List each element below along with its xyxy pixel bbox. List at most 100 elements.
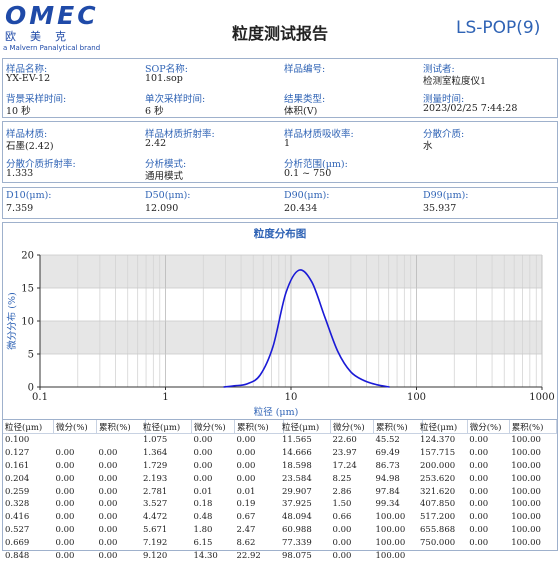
table-cell: 86.73 [375, 460, 400, 471]
table-cell: 0.669 [5, 537, 30, 548]
column-header: 累积(%) [509, 420, 558, 434]
table-cell: 69.49 [375, 448, 400, 459]
sample-name-value: YX-EV-12 [6, 73, 51, 84]
absorption-label: 样品材质吸收率: [284, 129, 354, 140]
table-cell: 0.00 [236, 435, 256, 446]
particle-size-chart: 0 5 10 15 20 0.1 1 10 100 1000 粒径 (μm) 微分分布 (%) [6, 251, 555, 419]
table-cell: 2.193 [143, 473, 168, 484]
dispersant-ri-value: 1.333 [6, 168, 34, 179]
table-row: 1.075 0.00 0.00 [141, 434, 284, 447]
table-row: 0.416 0.00 0.00 [3, 511, 146, 524]
table-cell [54, 434, 97, 447]
table-cell: 11.565 [282, 435, 312, 446]
table-cell: 100.00 [511, 499, 541, 510]
table-cell: 5.671 [143, 524, 168, 535]
table-cell: 0.00 [193, 448, 213, 459]
analysis-mode-label: 分析模式: [145, 159, 187, 170]
table-row: 9.120 14.30 22.92 [141, 549, 284, 562]
table-cell: 0.00 [55, 537, 75, 548]
d99-label: D99(μm): [423, 190, 469, 201]
background-time-label: 背景采样时间: [6, 94, 67, 105]
measure-time-value: 2023/02/25 7:44:28 [423, 103, 518, 114]
column-header: 累积(%) [373, 420, 423, 434]
brand-tagline: a Malvern Panalytical brand [3, 44, 101, 52]
chart-panel: 粒度分布图 0 5 10 15 20 0.1 1 10 100 1000 粒径 (μm) 微分分布 (… [2, 222, 558, 420]
table-cell: 0.18 [193, 499, 213, 510]
background-time-value: 10 秒 [6, 106, 31, 117]
d90-label: D90(μm): [284, 190, 330, 201]
measure-time-label: 测量时间: [423, 94, 465, 105]
table-row: 0.669 0.00 0.00 [3, 536, 146, 549]
table-cell: 3.527 [143, 499, 168, 510]
table-cell: 23.584 [282, 473, 312, 484]
column-header: 微分(%) [53, 420, 97, 434]
table-cell: 0.00 [332, 524, 352, 535]
table-row: 18.598 17.24 86.73 [280, 460, 423, 473]
table-cell: 0.00 [98, 499, 118, 510]
table-cell: 0.00 [469, 460, 489, 471]
table-cell: 0.00 [469, 512, 489, 523]
table-cell: 0.00 [193, 473, 213, 484]
table-cell: 0.00 [55, 512, 75, 523]
table-row: 407.850 0.00 100.00 [418, 498, 557, 511]
table-cell: 0.00 [469, 486, 489, 497]
table-cell: 321.620 [420, 486, 456, 497]
table-row: 0.204 0.00 0.00 [3, 472, 146, 485]
table-cell: 2.781 [143, 486, 168, 497]
table-cell: 157.715 [420, 448, 456, 459]
table-cell: 0.66 [332, 512, 352, 523]
table-cell: 0.00 [469, 448, 489, 459]
table-cell: 98.075 [282, 550, 312, 561]
column-header: 微分(%) [330, 420, 374, 434]
table-cell: 407.850 [420, 499, 456, 510]
table-cell: 0.00 [236, 448, 256, 459]
table-cell: 97.84 [375, 486, 400, 497]
omec-logo: OMEC [5, 1, 99, 30]
material-value: 石墨(2.42) [6, 141, 54, 152]
refractive-index-label: 样品材质折射率: [145, 129, 215, 140]
table-cell: 0.00 [55, 486, 75, 497]
table-cell: 0.00 [98, 448, 118, 459]
sample-name-label: 样品名称: [6, 64, 48, 75]
table-cell: 1.729 [143, 460, 168, 471]
result-type-value: 体积(V) [284, 106, 318, 117]
table-cell: 0.01 [193, 486, 213, 497]
table-cell: 100.00 [375, 512, 406, 523]
table-row: 321.620 0.00 100.00 [418, 485, 557, 498]
dispersant-ri-label: 分散介质折射率: [6, 159, 76, 170]
table-cell: 100.00 [511, 524, 541, 535]
table-cell: 0.67 [236, 512, 256, 523]
table-row: 60.988 0.00 100.00 [280, 524, 423, 537]
report-title: 粒度测试报告 [231, 24, 328, 43]
table-cell: 0.161 [5, 460, 30, 471]
x-tick-label: 1000 [529, 392, 554, 403]
size-table-3: 粒径(μm) 微分(%) 累积(%) 11.565 22.60 45.52 14.666 23… [280, 420, 423, 562]
table-cell: 0.00 [469, 524, 489, 535]
y-tick-label: 15 [21, 284, 34, 295]
distribution-curve [223, 269, 390, 388]
table-cell: 6.15 [193, 537, 213, 548]
table-cell: 0.48 [193, 512, 213, 523]
table-row: 655.868 0.00 100.00 [418, 524, 557, 537]
dispersant-label: 分散介质: [423, 129, 465, 140]
table-cell: 0.00 [98, 460, 118, 471]
table-cell: 0.00 [55, 448, 75, 459]
y-axis-label: 微分分布 (%) [6, 292, 18, 349]
analysis-range-value: 0.1 ~ 750 [284, 168, 332, 179]
column-header: 粒径(μm) [141, 420, 192, 434]
table-row: 0.259 0.00 0.00 [3, 485, 146, 498]
table-cell: 124.370 [420, 435, 456, 446]
table-cell: 1.364 [143, 448, 168, 459]
table-cell: 100.00 [511, 460, 541, 471]
table-row: 0.527 0.00 0.00 [3, 524, 146, 537]
table-cell: 0.259 [5, 486, 30, 497]
table-cell: 100.00 [511, 473, 541, 484]
table-cell: 45.52 [375, 435, 400, 446]
table-row: 2.781 0.01 0.01 [141, 485, 284, 498]
table-cell: 0.00 [236, 460, 256, 471]
table-cell: 100.00 [511, 435, 541, 446]
d50-label: D50(μm): [145, 190, 191, 201]
table-row: 0.127 0.00 0.00 [3, 447, 146, 460]
table-cell: 0.00 [469, 435, 489, 446]
table-row: 517.200 0.00 100.00 [418, 511, 557, 524]
